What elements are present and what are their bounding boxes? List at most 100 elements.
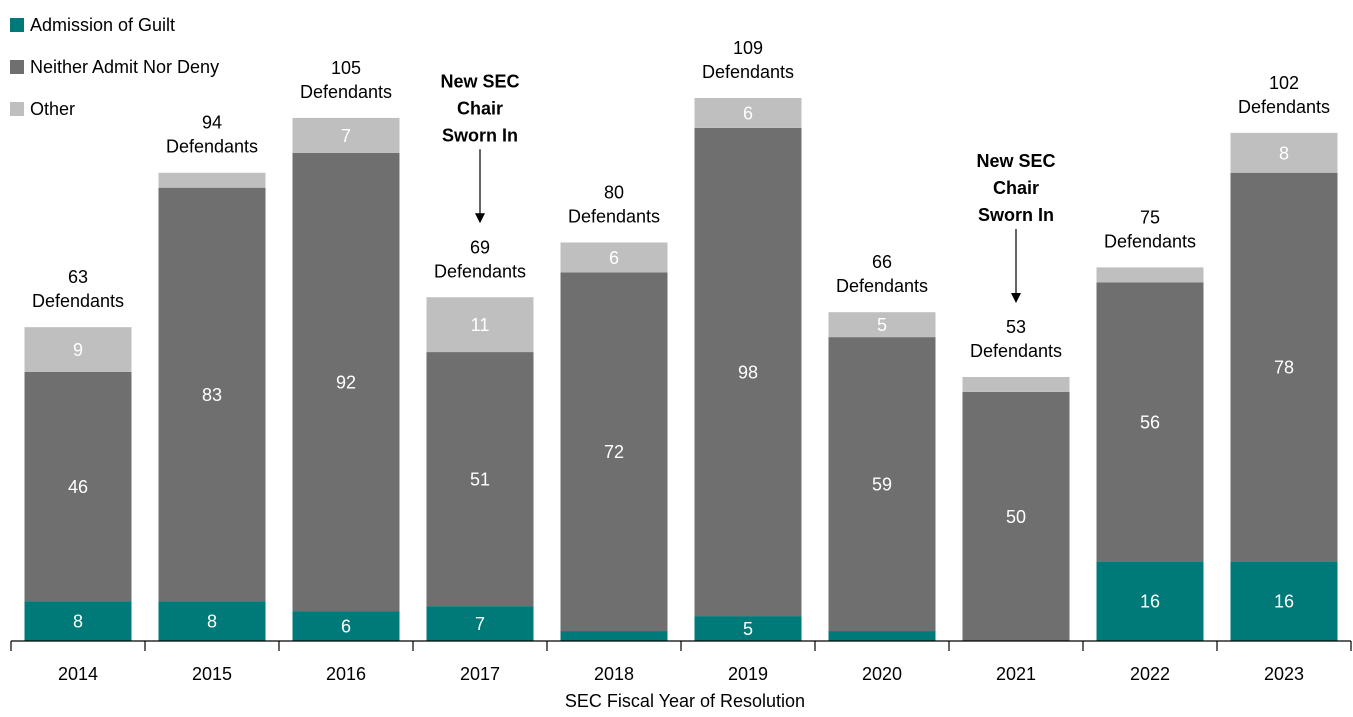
data-label: 6	[341, 617, 351, 637]
bar-segment-2016-1	[292, 152, 400, 612]
bar-segment-2016-2	[292, 117, 400, 153]
bar-segment-2016-0	[292, 611, 400, 641]
data-label: 11	[471, 315, 490, 335]
x-tick-label: 2015	[192, 664, 232, 684]
data-label: 98	[738, 362, 758, 382]
total-label: 94	[202, 113, 222, 133]
total-label: 109	[733, 38, 763, 58]
total-label: 53	[1006, 317, 1026, 337]
total-label-suffix: Defendants	[836, 276, 928, 296]
bar-segment-2017-2	[426, 297, 534, 353]
legend-item-other: Other	[10, 88, 219, 130]
x-tick-label: 2019	[728, 664, 768, 684]
data-label: 5	[743, 619, 753, 639]
data-label: 16	[1274, 592, 1294, 612]
bar-segment-2019-0	[694, 616, 802, 641]
bar-segment-2020-0	[828, 631, 936, 641]
data-label: 16	[1140, 592, 1160, 612]
total-label: 75	[1140, 207, 1160, 227]
total-label-suffix: Defendants	[568, 206, 660, 226]
data-label: 51	[470, 470, 490, 490]
bar-segment-2022-1	[1096, 282, 1204, 562]
total-label-suffix: Defendants	[970, 341, 1062, 361]
annotation-text: Chair	[457, 98, 503, 118]
total-label-suffix: Defendants	[32, 291, 124, 311]
annotation-text: Sworn In	[442, 125, 518, 145]
x-tick-label: 2022	[1130, 664, 1170, 684]
data-label: 50	[1006, 507, 1026, 527]
bar-segment-2015-2	[158, 172, 266, 188]
legend-swatch-other	[10, 102, 24, 116]
total-label-suffix: Defendants	[166, 137, 258, 157]
legend-item-neither-admit-nor-deny: Neither Admit Nor Deny	[10, 46, 219, 88]
legend-label: Neither Admit Nor Deny	[30, 56, 220, 77]
bar-segment-2017-0	[426, 606, 534, 641]
x-tick-label: 2016	[326, 664, 366, 684]
annotation-text: Sworn In	[978, 205, 1054, 225]
bar-segment-2017-1	[426, 352, 534, 607]
legend-swatch-neither-admit-nor-deny	[10, 60, 24, 74]
data-label: 9	[73, 340, 83, 360]
bar-segment-2019-2	[694, 98, 802, 128]
data-label: 92	[336, 372, 356, 392]
annotation-arrow-head	[1011, 292, 1021, 303]
data-label: 6	[743, 103, 753, 123]
bar-segment-2023-0	[1230, 561, 1338, 641]
legend-label: Admission of Guilt	[30, 14, 176, 35]
bar-segment-2018-1	[560, 272, 668, 632]
x-tick-label: 2014	[58, 664, 98, 684]
bar-segment-2014-0	[24, 601, 132, 641]
annotation-arrow-head	[475, 213, 485, 224]
data-label: 6	[609, 248, 619, 268]
bar-segment-2021-2	[962, 376, 1070, 392]
total-label: 66	[872, 252, 892, 272]
bar-segment-2020-2	[828, 312, 936, 338]
x-axis: 2014 2015 2016 2017 2018 2019 2020 2021 2022 2023	[10, 640, 1352, 684]
data-label: 8	[73, 612, 83, 632]
bar-segment-2015-0	[158, 601, 266, 641]
bar-segment-2021-1	[962, 391, 1070, 641]
data-label: 8	[207, 612, 217, 632]
total-label: 80	[604, 182, 624, 202]
labels-group: 8 46 9 63 Defendants 8 83 94 Defendants 6 92 7 105 De…	[32, 38, 1330, 639]
total-label-suffix: Defendants	[300, 82, 392, 102]
data-label: 7	[341, 126, 351, 146]
total-label-suffix: Defendants	[1104, 231, 1196, 251]
bar-segment-2014-2	[24, 327, 132, 372]
x-tick-label: 2020	[862, 664, 902, 684]
legend: Admission of Guilt Neither Admit Nor Den…	[10, 4, 219, 130]
data-label: 56	[1140, 412, 1160, 432]
total-label-suffix: Defendants	[702, 62, 794, 82]
bar-segment-2022-2	[1096, 267, 1204, 283]
bar-segment-2015-1	[158, 187, 266, 602]
bar-segment-2018-2	[560, 242, 668, 273]
x-axis-title: SEC Fiscal Year of Resolution	[565, 691, 805, 711]
data-label: 7	[475, 614, 485, 634]
bar-segment-2022-0	[1096, 561, 1204, 641]
total-label-suffix: Defendants	[1238, 97, 1330, 117]
x-tick-label: 2021	[996, 664, 1036, 684]
data-label: 83	[202, 385, 222, 405]
data-label: 46	[68, 477, 88, 497]
bar-segment-2018-0	[560, 631, 668, 641]
annotation-text: New SEC	[976, 151, 1055, 171]
bars-group	[24, 98, 1338, 641]
legend-swatch-admission-of-guilt	[10, 18, 24, 32]
legend-item-admission-of-guilt: Admission of Guilt	[10, 4, 219, 46]
x-tick-label: 2018	[594, 664, 634, 684]
total-label-suffix: Defendants	[434, 261, 526, 281]
bar-segment-2020-1	[828, 337, 936, 632]
data-label: 72	[604, 442, 624, 462]
bar-segment-2019-1	[694, 127, 802, 617]
annotation-text: Chair	[993, 178, 1039, 198]
bar-segment-2023-1	[1230, 172, 1338, 562]
data-label: 5	[877, 315, 887, 335]
total-label: 69	[470, 237, 490, 257]
annotation-text: New SEC	[440, 71, 519, 91]
bar-segment-2023-2	[1230, 132, 1338, 173]
x-tick-label: 2023	[1264, 664, 1304, 684]
data-label: 78	[1274, 358, 1294, 378]
total-label: 102	[1269, 73, 1299, 93]
data-label: 8	[1279, 143, 1289, 163]
